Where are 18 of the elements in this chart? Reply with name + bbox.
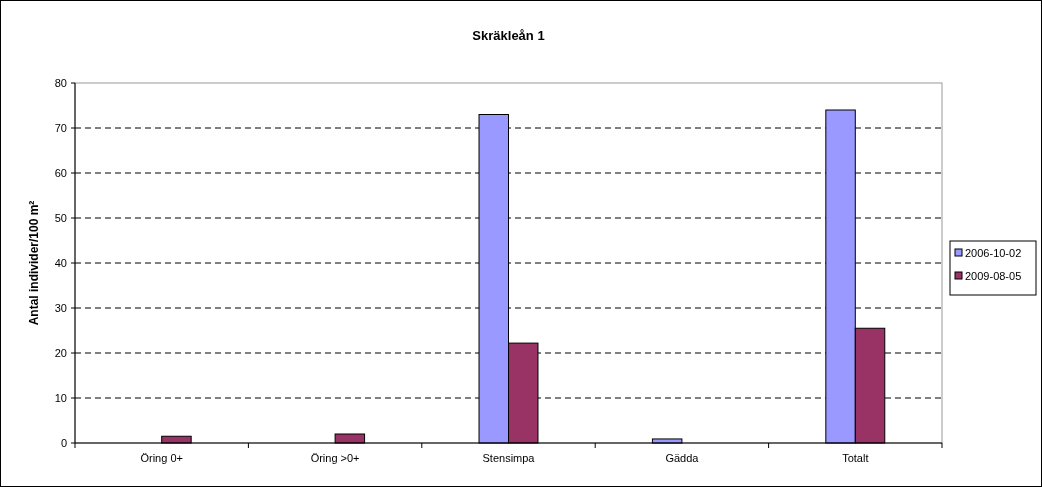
x-tick-label: Stensimpa	[482, 452, 536, 464]
legend-label: 2006-10-02	[965, 246, 1022, 259]
x-tick-label: Öring >0+	[310, 452, 360, 464]
y-tick-label: 50	[54, 211, 67, 224]
x-tick-label: Totalt	[842, 452, 869, 464]
y-tick-label: 40	[54, 256, 67, 269]
y-tick-label: 70	[54, 121, 67, 134]
y-tick-label: 30	[54, 301, 67, 314]
x-tick-label: Gädda	[665, 452, 700, 464]
y-tick-label: 80	[54, 76, 67, 89]
y-tick-label: 20	[54, 346, 67, 359]
y-tick-label: 0	[60, 436, 67, 449]
y-tick-label: 10	[54, 391, 67, 404]
legend-label: 2009-08-05	[965, 269, 1022, 282]
y-tick-label: 60	[54, 166, 67, 179]
y-axis-title: Antal individer/100 m²	[27, 200, 41, 326]
chart-title: Skräkleån 1	[472, 28, 545, 43]
x-tick-label: Öring 0+	[140, 452, 183, 464]
